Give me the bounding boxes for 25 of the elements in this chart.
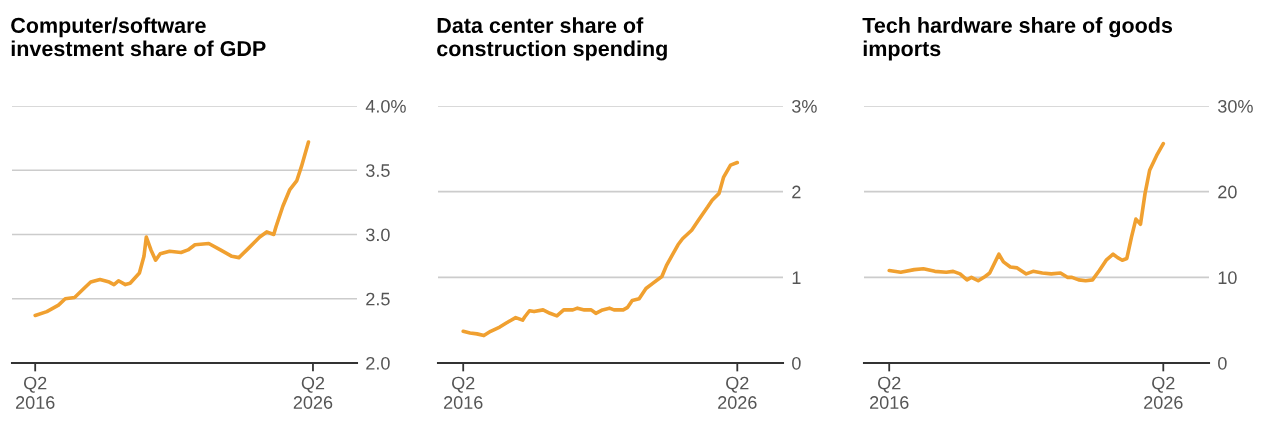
y-tick-label: 30% xyxy=(1218,99,1253,113)
chart-title: Data center share of construction spending xyxy=(437,17,667,61)
y-tick-label: 3.0 xyxy=(366,228,390,242)
y-tick-label: 2 xyxy=(792,185,801,199)
x-tick-label: Q2 2016 xyxy=(870,376,909,409)
y-tick-label: 3.5 xyxy=(366,164,390,177)
y-tick-label: 2.5 xyxy=(366,292,390,306)
y-tick-label: 0 xyxy=(792,356,801,370)
x-tick-label: Q2 2026 xyxy=(718,376,757,409)
line-series xyxy=(887,141,1166,283)
y-tick-label: 0 xyxy=(1218,356,1227,370)
y-tick-label: 20 xyxy=(1218,185,1237,199)
line-series xyxy=(33,140,311,318)
x-tick-label: Q2 2016 xyxy=(444,376,483,409)
y-tick-label: 3% xyxy=(792,99,817,113)
y-tick-label: 2.0 xyxy=(366,356,390,370)
y-tick-label: 1 xyxy=(792,271,801,284)
x-tick-label: Q2 2026 xyxy=(1144,376,1183,409)
x-tick-label: Q2 2026 xyxy=(293,376,333,409)
chart-title: Computer/software investment share of GDP xyxy=(11,17,266,57)
y-tick-label: 10 xyxy=(1218,271,1237,285)
x-tick-label: Q2 2016 xyxy=(16,376,55,409)
chart-title: Tech hardware share of goods imports xyxy=(862,17,1173,61)
line-series xyxy=(461,160,740,338)
y-tick-label: 4.0% xyxy=(365,99,406,113)
